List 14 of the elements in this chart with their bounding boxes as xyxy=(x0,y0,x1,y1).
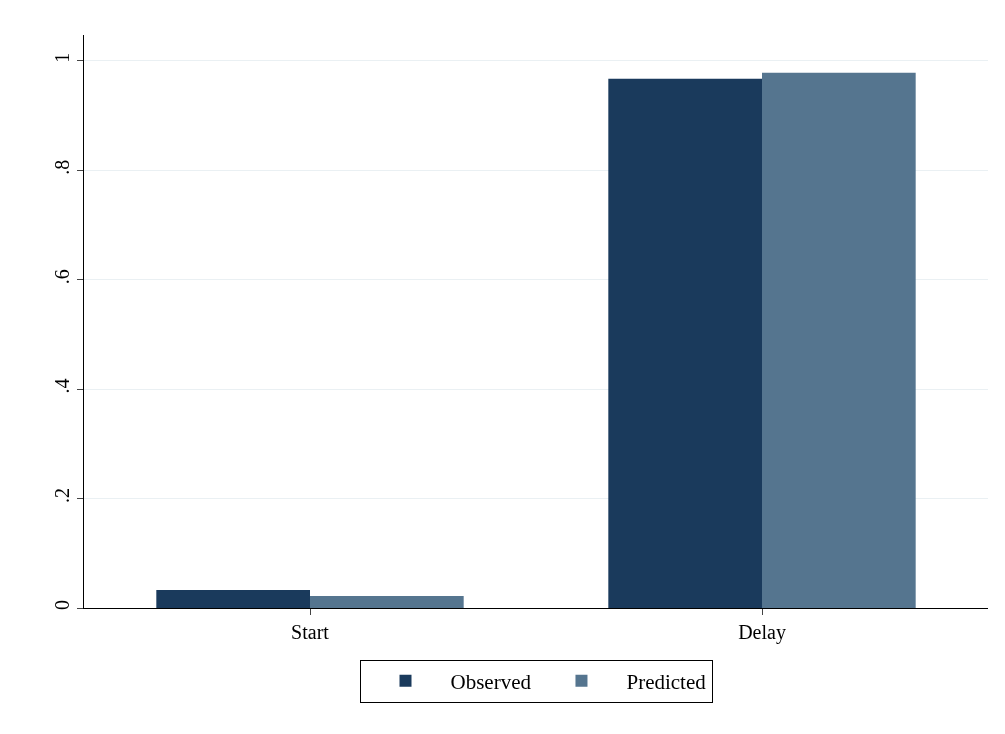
y-tick-label: .6 xyxy=(51,269,73,285)
y-tick-label: .2 xyxy=(51,488,73,504)
bar xyxy=(608,78,762,608)
bar xyxy=(762,72,916,608)
bar xyxy=(310,595,464,608)
bar xyxy=(156,589,310,608)
y-tick-label: .4 xyxy=(51,378,73,394)
legend-label: Observed xyxy=(450,669,532,694)
y-tick-label: 0 xyxy=(51,600,73,610)
y-tick-label: 1 xyxy=(51,52,73,63)
x-tick-label: Start xyxy=(291,621,330,643)
legend-label: Predicted xyxy=(626,669,707,694)
x-tick-label: Delay xyxy=(738,621,786,644)
y-tick-label: .8 xyxy=(51,159,73,175)
